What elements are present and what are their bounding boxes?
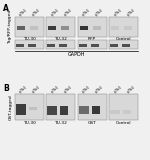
Bar xyxy=(46,17,75,37)
Bar xyxy=(46,40,75,49)
Bar xyxy=(109,40,138,49)
Text: TU-30: TU-30 xyxy=(22,120,35,124)
Text: γ-Tb2: γ-Tb2 xyxy=(63,7,73,16)
Text: GAPDH: GAPDH xyxy=(68,52,85,56)
Text: B: B xyxy=(3,84,9,93)
Bar xyxy=(80,26,87,30)
Text: γ-Tb1: γ-Tb1 xyxy=(50,7,60,16)
Bar xyxy=(60,106,68,115)
Text: Tag/RFP-tagged: Tag/RFP-tagged xyxy=(9,10,12,44)
Text: Control: Control xyxy=(116,120,131,124)
Bar xyxy=(61,26,69,30)
Text: Control: Control xyxy=(116,37,131,41)
Bar xyxy=(16,26,24,30)
Bar xyxy=(111,26,119,30)
Text: GST-tagged: GST-tagged xyxy=(9,94,12,120)
Text: γ-Tb1: γ-Tb1 xyxy=(18,84,28,93)
Text: RFP: RFP xyxy=(88,37,96,41)
Bar xyxy=(28,107,36,110)
Text: γ-Tb2: γ-Tb2 xyxy=(126,84,136,93)
Bar xyxy=(109,17,138,37)
Text: γ-Tb1: γ-Tb1 xyxy=(81,84,92,93)
Bar xyxy=(90,44,99,47)
Text: γ-Tb1: γ-Tb1 xyxy=(113,7,123,16)
Text: γ-Tb2: γ-Tb2 xyxy=(63,84,73,93)
Bar xyxy=(15,94,44,120)
Text: TU-32: TU-32 xyxy=(54,120,67,124)
Text: γ-Tb2: γ-Tb2 xyxy=(94,84,104,93)
Bar xyxy=(47,44,55,47)
Bar xyxy=(93,26,100,30)
Text: γ-Tb1: γ-Tb1 xyxy=(18,7,28,16)
Text: γ-Tb1: γ-Tb1 xyxy=(81,7,92,16)
Bar xyxy=(59,44,67,47)
Bar xyxy=(48,26,56,30)
Bar xyxy=(110,110,120,114)
Bar xyxy=(27,44,36,47)
Text: TU-32: TU-32 xyxy=(54,37,67,41)
Text: γ-Tb2: γ-Tb2 xyxy=(32,7,41,16)
Bar xyxy=(78,94,106,120)
Text: A: A xyxy=(3,4,9,13)
Bar xyxy=(46,94,75,120)
Text: γ-Tb2: γ-Tb2 xyxy=(32,84,41,93)
Text: γ-Tb2: γ-Tb2 xyxy=(126,7,136,16)
Bar xyxy=(78,44,87,47)
Bar xyxy=(78,40,106,49)
Bar xyxy=(123,110,131,114)
Bar xyxy=(109,94,138,120)
Bar xyxy=(30,26,38,30)
Bar xyxy=(78,17,106,37)
Text: γ-Tb1: γ-Tb1 xyxy=(50,84,60,93)
Bar xyxy=(78,106,88,114)
Bar xyxy=(15,40,44,49)
Bar xyxy=(124,26,132,30)
Bar xyxy=(92,106,99,114)
Text: γ-Tb2: γ-Tb2 xyxy=(94,7,104,16)
Bar xyxy=(15,44,24,47)
Text: TU-30: TU-30 xyxy=(22,37,35,41)
Bar xyxy=(15,104,26,115)
Bar xyxy=(110,44,118,47)
Bar xyxy=(15,17,44,37)
Text: γ-Tb1: γ-Tb1 xyxy=(113,84,123,93)
Bar xyxy=(47,106,57,115)
Text: GST: GST xyxy=(88,120,96,124)
Bar xyxy=(122,44,130,47)
